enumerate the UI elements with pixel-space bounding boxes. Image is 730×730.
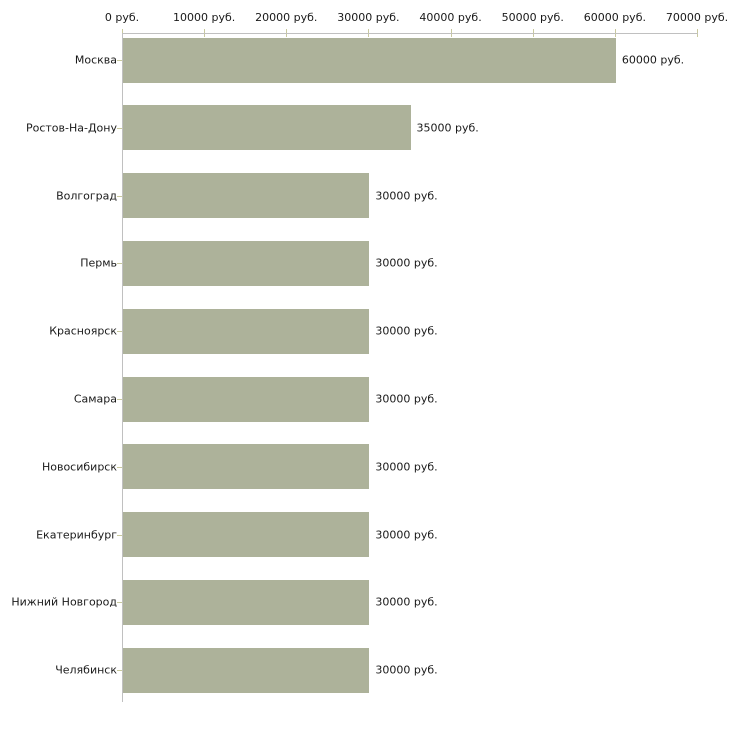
x-tick-label: 50000 руб.	[501, 11, 564, 24]
bar-value-label: 30000 руб.	[375, 189, 438, 203]
bar	[123, 444, 370, 490]
category-label: Москва	[74, 53, 117, 67]
category-tick-mark	[117, 534, 122, 536]
bar	[123, 376, 370, 422]
bar-value-label: 30000 руб.	[375, 324, 438, 338]
category-tick-mark	[117, 60, 122, 61]
bar	[123, 308, 370, 354]
category-label: Екатеринбург	[36, 528, 117, 542]
category-label: Нижний Новгород	[11, 595, 117, 609]
category-tick-mark	[117, 195, 122, 197]
category-label: Волгоград	[56, 189, 117, 203]
bar	[123, 37, 616, 83]
bar-value-label: 30000 руб.	[375, 392, 438, 406]
bar-value-label: 30000 руб.	[375, 528, 438, 542]
category-label: Ростов-На-Дону	[25, 121, 117, 135]
bar	[123, 240, 370, 286]
bar-value-label: 30000 руб.	[375, 595, 438, 609]
bar	[123, 512, 370, 558]
category-label: Новосибирск	[41, 460, 117, 474]
category-tick-mark	[117, 466, 122, 468]
category-tick-mark	[117, 399, 122, 400]
category-label: Самара	[73, 392, 117, 406]
x-tick-label: 70000 руб.	[665, 11, 729, 24]
category-tick-mark	[117, 602, 122, 604]
category-tick-mark	[117, 331, 122, 333]
bar-value-label: 30000 руб.	[375, 256, 438, 270]
bar-value-label: 30000 руб.	[375, 663, 438, 677]
category-tick-mark	[117, 670, 122, 672]
x-tick-label: 0 руб.	[104, 11, 140, 24]
x-tick-label: 30000 руб.	[337, 11, 400, 24]
category-tick-mark	[117, 263, 122, 265]
category-tick-mark	[117, 127, 122, 129]
y-axis-line	[122, 33, 123, 702]
x-axis-line	[122, 33, 698, 34]
x-tick-label: 20000 руб.	[255, 11, 318, 24]
x-tick-label: 40000 руб.	[419, 11, 482, 24]
x-tick-label: 60000 руб.	[583, 11, 646, 24]
bar-value-label: 30000 руб.	[375, 460, 438, 474]
category-label: Красноярск	[49, 324, 117, 338]
bar-value-label: 60000 руб.	[621, 53, 685, 67]
bar	[123, 105, 411, 151]
bar	[123, 579, 370, 625]
x-tick-label: 10000 руб.	[173, 11, 236, 24]
bar	[123, 647, 370, 693]
bar-value-label: 35000 руб.	[416, 121, 479, 135]
bar	[123, 173, 370, 219]
category-label: Пермь	[80, 256, 117, 270]
category-label: Челябинск	[55, 663, 117, 677]
